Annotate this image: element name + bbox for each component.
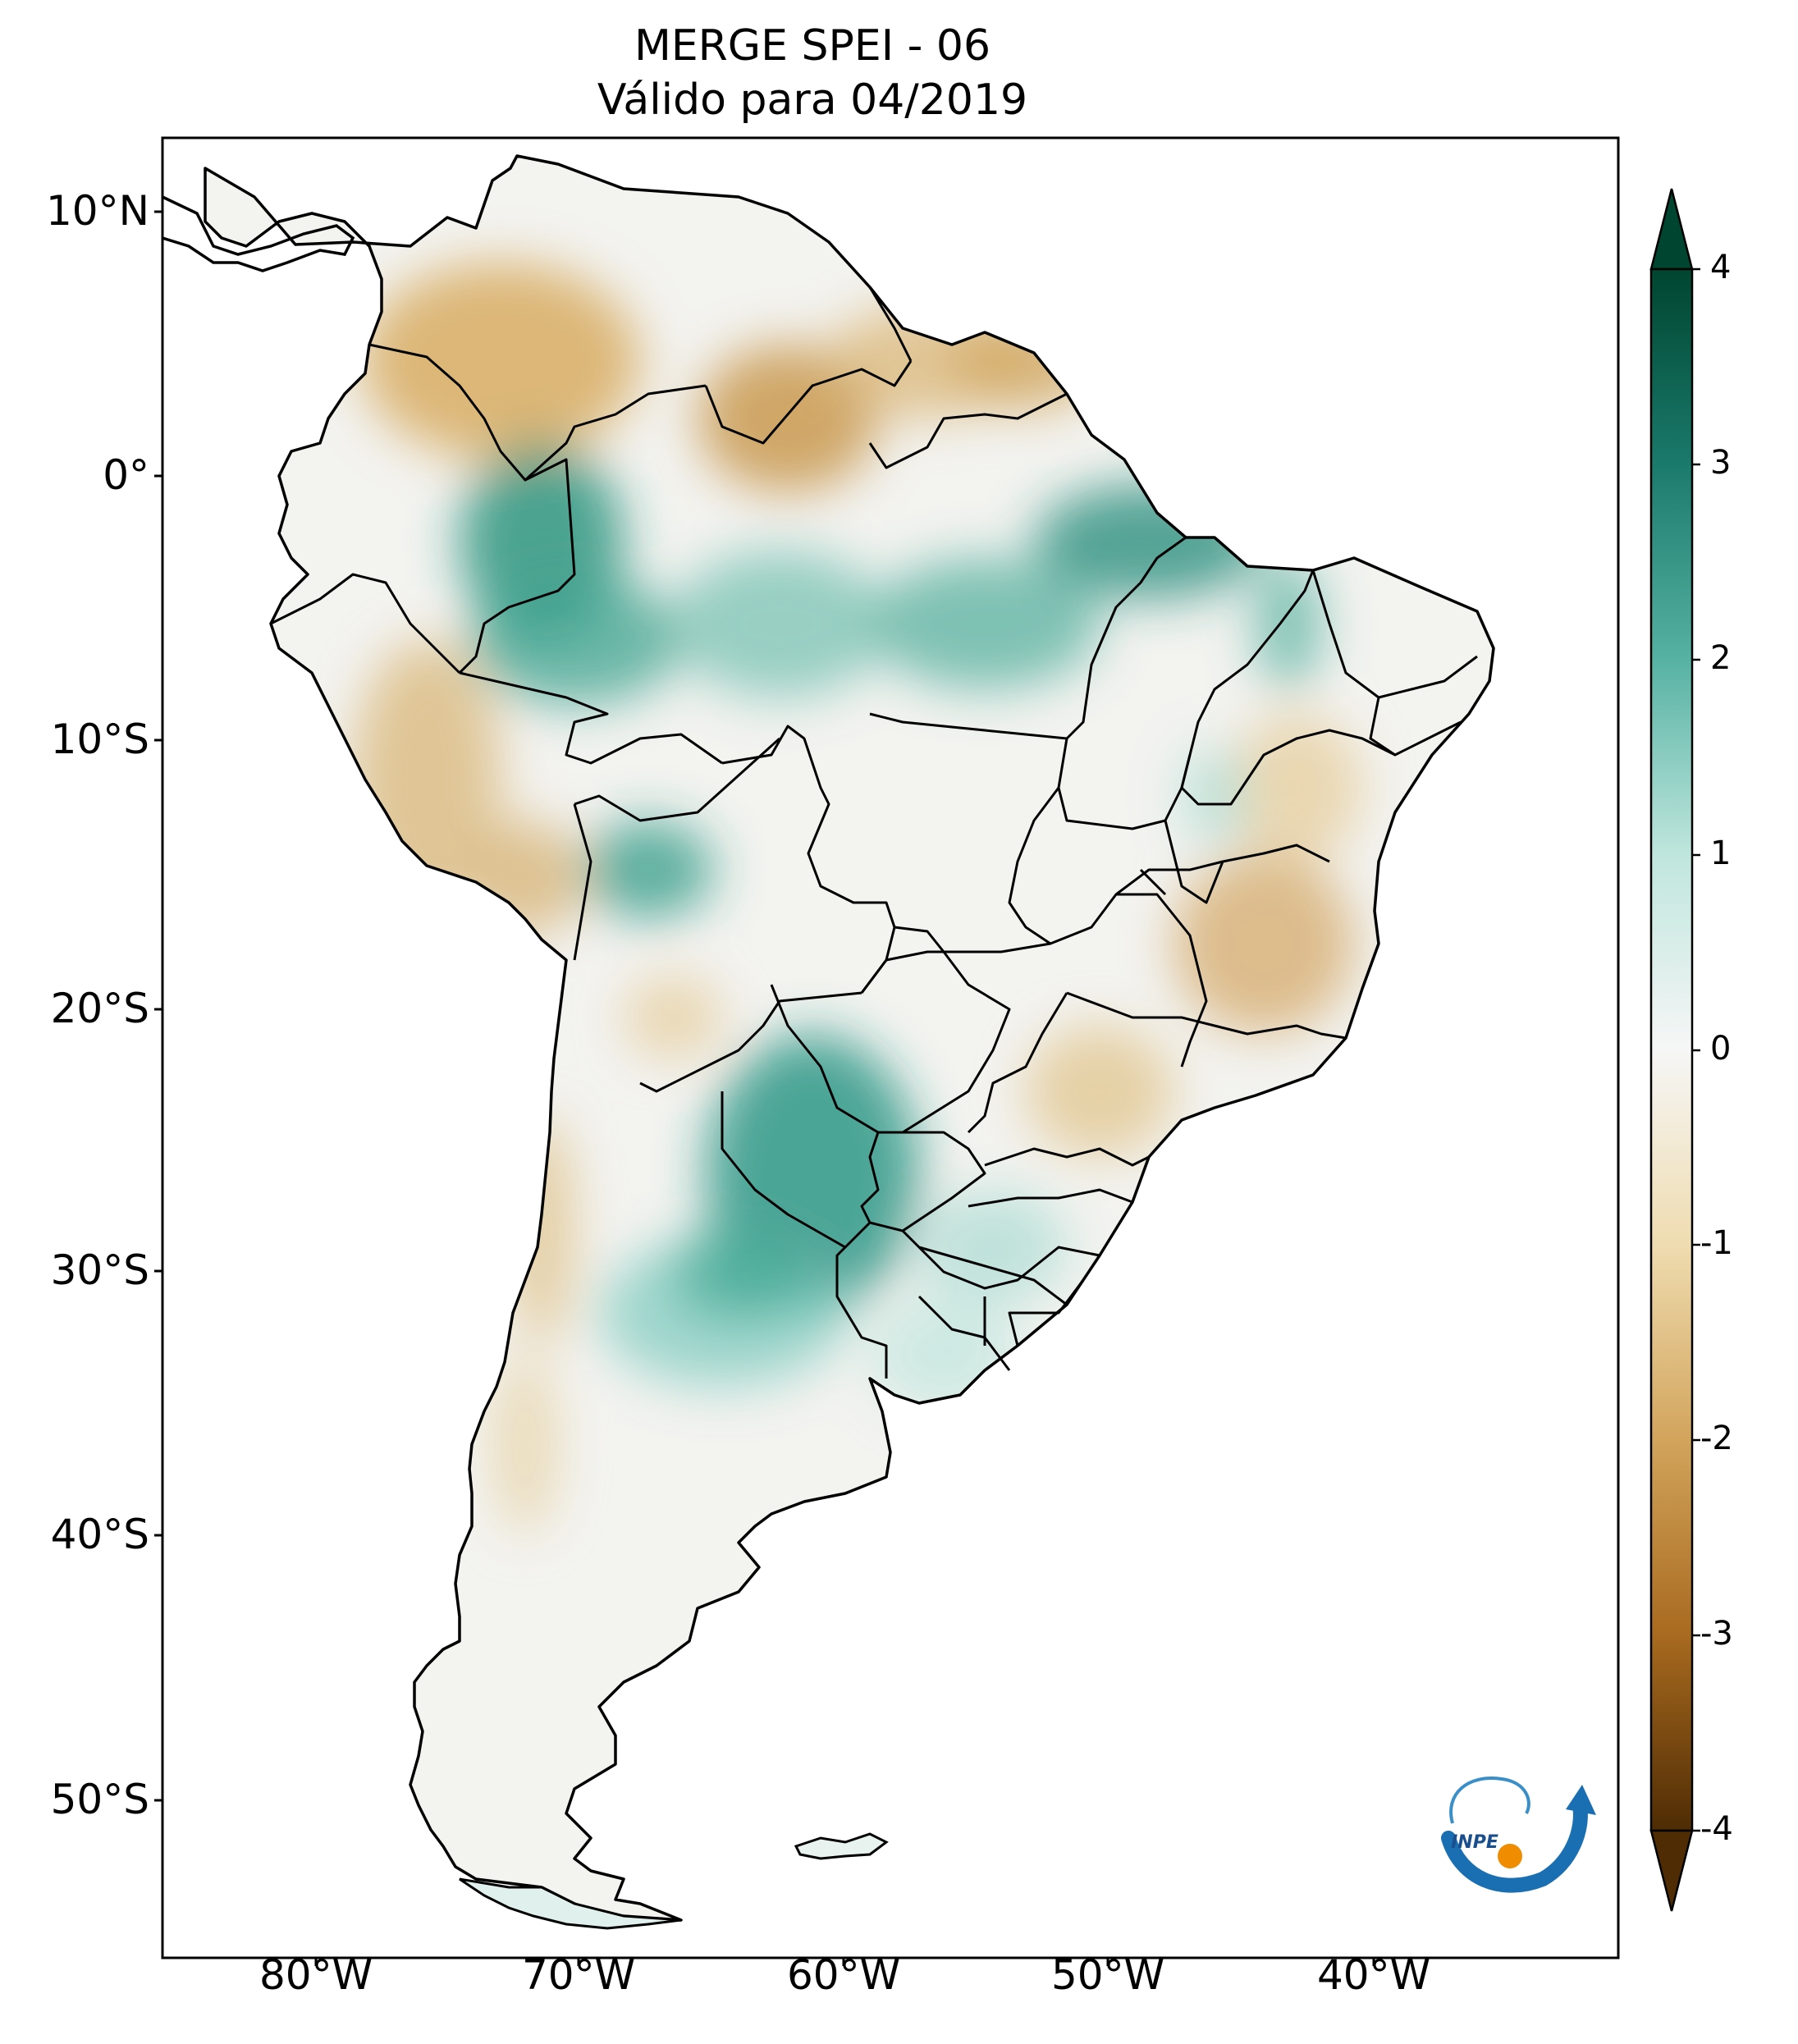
map-subtitle: Válido para 04/2019 xyxy=(597,75,1028,125)
colorbar-label-4: 4 xyxy=(1710,249,1732,286)
colorbar-label-2: 2 xyxy=(1710,639,1732,677)
colorbar-max-triangle xyxy=(1649,188,1694,271)
colorbar-label-0: 0 xyxy=(1710,1030,1732,1068)
lat-label-40s: 40°S xyxy=(50,1511,149,1558)
lat-label-20s: 20°S xyxy=(50,985,149,1032)
central-america-outline xyxy=(162,195,355,272)
lon-label-60w: 60°W xyxy=(786,1951,901,1999)
logo-text: INPE xyxy=(1451,1832,1498,1853)
map-title: MERGE SPEI - 06 xyxy=(634,21,991,71)
colorbar-label-minus4: -4 xyxy=(1700,1810,1733,1848)
colorbar xyxy=(1649,188,1700,1912)
lon-label-70w: 70°W xyxy=(521,1951,636,1999)
inpe-logo: INPE xyxy=(1441,1776,1596,1893)
lat-label-30s: 30°S xyxy=(50,1246,149,1294)
colorbar-label-minus3: -3 xyxy=(1700,1615,1733,1653)
lat-label-50s: 50°S xyxy=(50,1776,149,1823)
colorbar-label-minus2: -2 xyxy=(1700,1420,1733,1457)
lon-label-80w: 80°W xyxy=(258,1951,373,1999)
falkland-islands xyxy=(794,1832,889,1860)
lon-label-40w: 40°W xyxy=(1316,1951,1431,1999)
axis-ticks xyxy=(154,210,1375,1966)
lat-label-10n: 10°N xyxy=(45,187,149,235)
tierra-del-fuego xyxy=(459,1877,682,1930)
coastline xyxy=(204,154,1495,1922)
colorbar-label-minus1: -1 xyxy=(1700,1224,1733,1262)
political-borders xyxy=(270,286,1478,1379)
colorbar-min-triangle xyxy=(1649,1829,1694,1912)
lat-label-10s: 10°S xyxy=(50,716,149,763)
colorbar-label-1: 1 xyxy=(1710,835,1732,872)
colorbar-label-3: 3 xyxy=(1710,444,1732,482)
lat-label-0: 0° xyxy=(103,451,149,499)
lon-label-50w: 50°W xyxy=(1050,1951,1165,1999)
colorbar-gradient xyxy=(1649,268,1694,1832)
